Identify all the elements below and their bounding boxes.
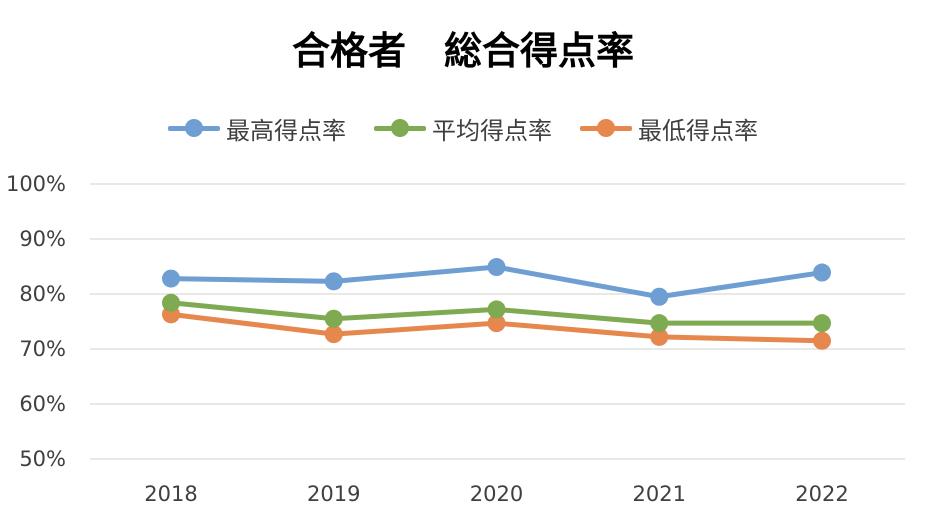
legend-swatch-min (580, 118, 632, 138)
chart-legend: 最高得点率 平均得点率 最低得点率 (0, 108, 926, 148)
legend-swatch-max (168, 118, 220, 138)
x-tick-label: 2022 (795, 482, 848, 506)
x-axis-tick-labels: 2018 2019 2020 2021 2022 (144, 482, 848, 506)
legend-label-min: 最低得点率 (638, 116, 758, 145)
data-point-min-2020 (487, 314, 506, 333)
legend-item-max: 最高得点率 (168, 111, 346, 146)
data-point-avg-2021 (650, 314, 669, 333)
data-point-avg-2022 (813, 314, 831, 333)
data-point-avg-2018 (162, 293, 180, 312)
y-tick-label: 50% (19, 447, 66, 471)
y-axis-tick-labels: 100% 90% 80% 70% 60% 50% (6, 172, 66, 471)
legend-label-avg: 平均得点率 (432, 116, 552, 145)
data-point-max-2018 (162, 269, 180, 288)
data-point-max-2021 (650, 287, 669, 306)
y-tick-label: 80% (19, 282, 66, 306)
y-tick-label: 60% (19, 392, 66, 416)
data-point-max-2019 (324, 272, 343, 291)
data-point-min-2022 (813, 331, 831, 350)
legend-item-min: 最低得点率 (580, 111, 758, 146)
chart-title: 合格者 総合得点率 (291, 29, 634, 73)
series-avg (162, 293, 831, 333)
x-tick-label: 2019 (307, 482, 360, 506)
series-max (162, 258, 831, 306)
legend-label-max: 最高得点率 (226, 116, 346, 145)
legend-item-avg: 平均得点率 (374, 111, 552, 146)
data-point-min-2021 (650, 327, 669, 346)
y-tick-label: 70% (19, 337, 66, 361)
x-tick-label: 2020 (470, 482, 523, 506)
series-layer (162, 258, 831, 350)
y-tick-label: 100% (6, 172, 66, 196)
data-point-max-2020 (487, 258, 506, 277)
data-point-max-2022 (813, 263, 831, 282)
x-tick-label: 2018 (144, 482, 197, 506)
data-point-avg-2019 (324, 309, 343, 328)
x-tick-label: 2021 (633, 482, 686, 506)
gridlines (90, 183, 905, 460)
data-point-min-2019 (324, 325, 343, 344)
y-tick-label: 90% (19, 227, 66, 251)
data-point-avg-2020 (487, 300, 506, 319)
legend-swatch-avg (374, 118, 426, 138)
